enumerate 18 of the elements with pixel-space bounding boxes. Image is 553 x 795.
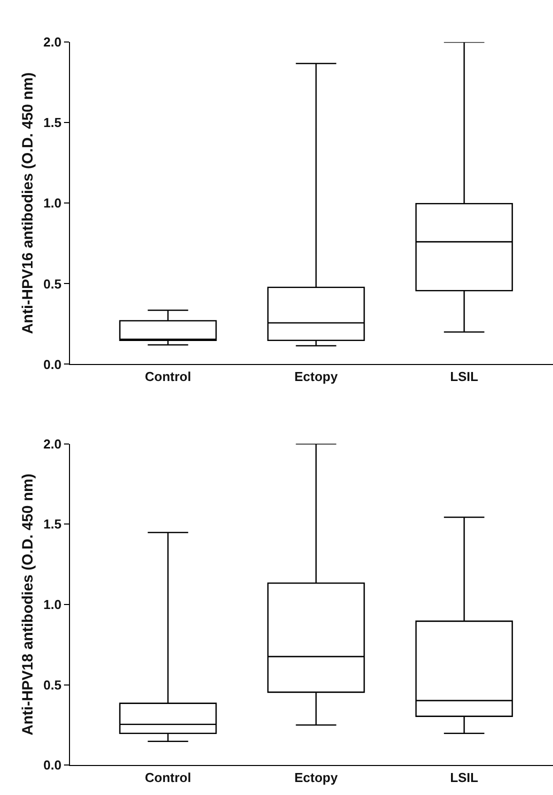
x-tick-label: LSIL — [450, 368, 478, 384]
y-tick-label: 1.0 — [43, 597, 62, 612]
y-tick-label: 0.5 — [43, 276, 62, 292]
y-tick-label: 0.5 — [43, 677, 62, 692]
y-tick-label: 1.5 — [43, 516, 62, 532]
y-tick-label: 2.0 — [43, 34, 62, 50]
y-axis-title: Anti-HPV18 antibodies (O.D. 450 nm) — [20, 474, 37, 736]
y-tick-label: 2.0 — [43, 436, 62, 452]
y-tick-label: 1.0 — [43, 196, 62, 211]
x-tick-label: Control — [144, 770, 192, 785]
x-tick-label: Ectopy — [294, 368, 338, 384]
y-axis-title: Anti-HPV16 antibodies (O.D. 450 nm) — [20, 72, 37, 334]
x-tick-label: Control — [144, 368, 192, 384]
y-tick-label: 1.5 — [43, 115, 62, 130]
y-tick-label: 0.0 — [43, 758, 62, 773]
x-tick-label: Ectopy — [294, 770, 338, 785]
x-tick-label: LSIL — [450, 770, 478, 785]
y-tick-label: 0.0 — [43, 356, 62, 372]
